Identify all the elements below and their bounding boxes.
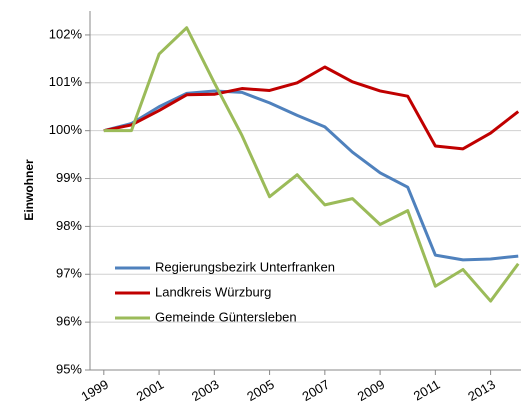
- y-axis-label: Einwohner: [22, 159, 36, 221]
- legend-label: Landkreis Würzburg: [155, 284, 271, 299]
- y-tick-label: 97%: [56, 266, 82, 281]
- y-tick-label: 98%: [56, 218, 82, 233]
- x-tick-label: 2003: [189, 377, 222, 404]
- x-tick-label: 1999: [78, 377, 111, 404]
- y-tick-label: 101%: [49, 74, 83, 89]
- x-tick-label: 2001: [134, 377, 167, 404]
- legend-label: Gemeinde Güntersleben: [155, 309, 297, 324]
- series-line: [103, 65, 520, 151]
- x-tick-label: 2009: [355, 377, 388, 404]
- series-line: [103, 89, 519, 262]
- y-tick-label: 100%: [49, 122, 83, 137]
- x-tick-label: 2013: [465, 377, 498, 404]
- y-tick-label: 96%: [56, 314, 82, 329]
- y-tick-label: 95%: [56, 361, 82, 376]
- x-tick-label: 2011: [411, 377, 443, 404]
- legend-label: Regierungsbezirk Unterfranken: [155, 259, 335, 274]
- x-tick-label: 2007: [300, 377, 333, 404]
- x-tick-label: 2005: [244, 377, 277, 404]
- y-tick-label: 99%: [56, 170, 82, 185]
- series-line: [103, 26, 520, 303]
- y-tick-label: 102%: [49, 26, 83, 41]
